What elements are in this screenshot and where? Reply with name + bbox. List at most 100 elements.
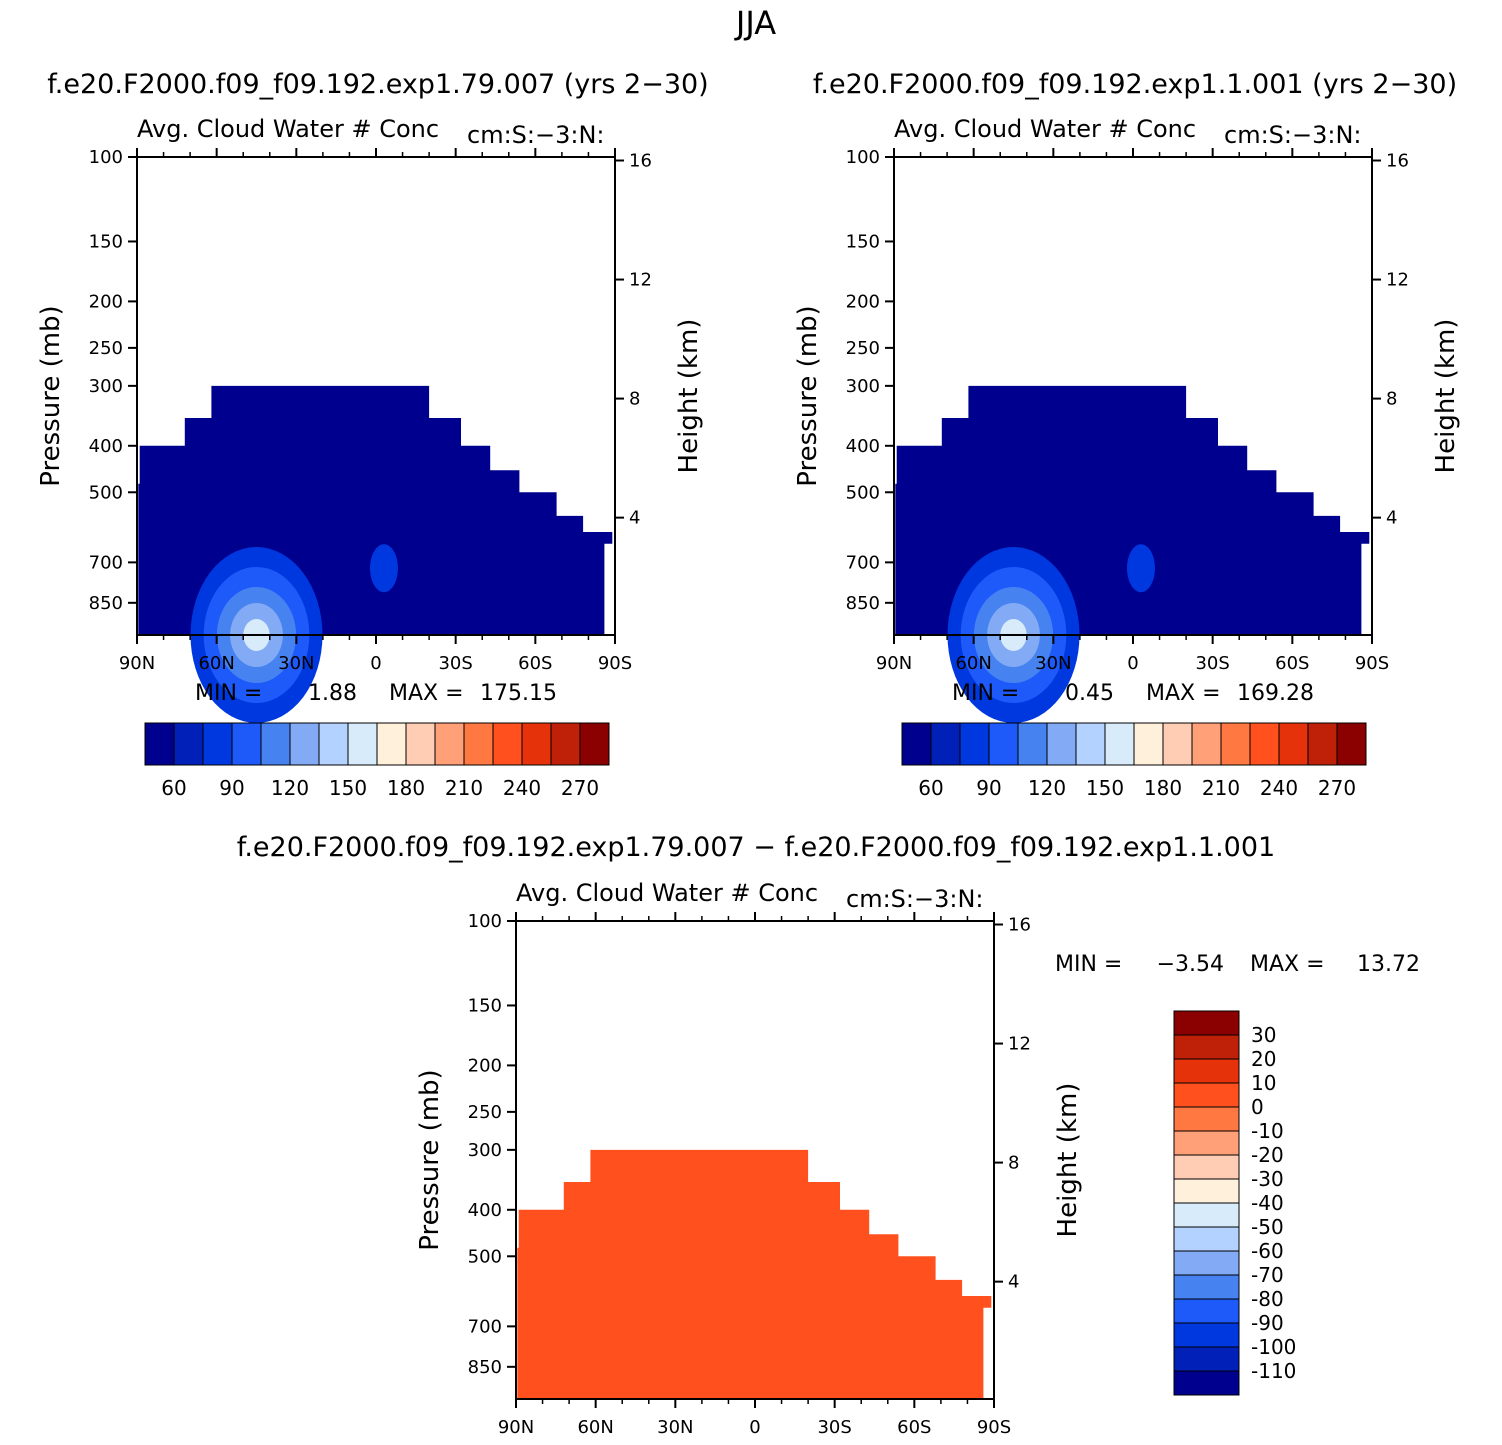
colorbar-box xyxy=(405,722,436,766)
colorbar-box xyxy=(1173,1274,1240,1300)
colorbar-box xyxy=(1173,1058,1240,1084)
max-value: 169.28 xyxy=(1237,681,1314,706)
y-tick-label: 150 xyxy=(468,995,502,1016)
x-tick-label: 0 xyxy=(749,1417,760,1438)
y-tick-label: 250 xyxy=(89,338,123,359)
x-tick-label: 60N xyxy=(577,1417,613,1438)
colorbar-label: -40 xyxy=(1251,1191,1284,1215)
y-tick-label: 500 xyxy=(468,1246,502,1267)
variable-title: Avg. Cloud Water # Conc xyxy=(894,115,1196,143)
colorbar-box xyxy=(1173,1250,1240,1276)
colorbar-box xyxy=(1220,722,1251,766)
min-value: 1.88 xyxy=(308,681,357,706)
height-tick-label: 4 xyxy=(1008,1272,1019,1293)
y-tick-label: 700 xyxy=(468,1316,502,1337)
y-tick-label: 200 xyxy=(468,1055,502,1076)
x-tick-label: 90N xyxy=(876,653,912,674)
height-tick-label: 4 xyxy=(629,508,640,529)
colorbar-box xyxy=(1162,722,1193,766)
difference-title: f.e20.F2000.f09_f09.192.exp1.79.007 − f.… xyxy=(237,832,1275,863)
min-value: −3.54 xyxy=(1157,952,1224,977)
right-axis-label: Height (km) xyxy=(674,319,704,474)
x-tick-label: 90S xyxy=(1355,653,1389,674)
max-value: 175.15 xyxy=(480,681,557,706)
colorbar-box xyxy=(1173,1322,1240,1348)
colorbar-label: 180 xyxy=(1144,776,1182,800)
colorbar-label: -60 xyxy=(1251,1239,1284,1263)
y-tick-label: 150 xyxy=(89,231,123,252)
y-tick-label: 100 xyxy=(846,147,880,168)
colorbar-box xyxy=(1173,1178,1240,1204)
colorbar-label: 0 xyxy=(1251,1095,1264,1119)
x-tick-label: 90S xyxy=(598,653,632,674)
y-tick-label: 300 xyxy=(468,1140,502,1161)
colorbar-box xyxy=(550,722,581,766)
x-tick-label: 90S xyxy=(977,1417,1011,1438)
colorbar-label: -30 xyxy=(1251,1167,1284,1191)
colorbar-box xyxy=(1173,1010,1240,1036)
min-label: MIN = xyxy=(195,681,262,706)
colorbar-box xyxy=(1278,722,1309,766)
colorbar-label: -110 xyxy=(1251,1359,1296,1383)
contour-shade-equator xyxy=(1126,544,1155,593)
height-tick-label: 16 xyxy=(1008,915,1031,936)
height-tick-label: 12 xyxy=(1386,270,1409,291)
min-label: MIN = xyxy=(1055,952,1122,977)
y-axis-label: Pressure (mb) xyxy=(793,305,823,486)
colorbar-label: -90 xyxy=(1251,1311,1284,1335)
colorbar-label: 240 xyxy=(503,776,541,800)
colorbar-box xyxy=(988,722,1019,766)
colorbar-box xyxy=(579,722,610,766)
colorbar-box xyxy=(492,722,523,766)
colorbar-label: 20 xyxy=(1251,1047,1276,1071)
colorbar-box xyxy=(1173,1082,1240,1108)
colorbar-box xyxy=(1046,722,1077,766)
colorbar-box xyxy=(1075,722,1106,766)
height-tick-label: 12 xyxy=(629,270,652,291)
colorbar-box xyxy=(1191,722,1222,766)
panel1-run-title: f.e20.F2000.f09_f09.192.exp1.79.007 (yrs… xyxy=(47,69,708,100)
colorbar-box xyxy=(260,722,291,766)
colorbar-box xyxy=(1173,1202,1240,1228)
height-tick-label: 8 xyxy=(1386,389,1397,410)
x-tick-label: 30N xyxy=(278,653,314,674)
colorbar-box xyxy=(231,722,262,766)
colorbar-box xyxy=(318,722,349,766)
x-tick-label: 60S xyxy=(897,1417,931,1438)
colorbar-box xyxy=(434,722,465,766)
y-tick-label: 300 xyxy=(89,376,123,397)
colorbar-box xyxy=(1173,1106,1240,1132)
colorbar-label: -50 xyxy=(1251,1215,1284,1239)
figure-title: JJA xyxy=(734,4,776,42)
colorbar-label: 10 xyxy=(1251,1071,1276,1095)
colorbar-box xyxy=(901,722,932,766)
colorbar-label: 240 xyxy=(1260,776,1298,800)
x-tick-label: 90N xyxy=(498,1417,534,1438)
colorbar-box xyxy=(1173,1346,1240,1372)
height-tick-label: 12 xyxy=(1008,1034,1031,1055)
x-tick-label: 30N xyxy=(1035,653,1071,674)
colorbar-box xyxy=(1133,722,1164,766)
colorbar-box xyxy=(463,722,494,766)
colorbar-label: 60 xyxy=(161,776,186,800)
y-tick-label: 850 xyxy=(468,1357,502,1378)
height-tick-label: 8 xyxy=(629,389,640,410)
colorbar-label: -10 xyxy=(1251,1119,1284,1143)
colorbar-box xyxy=(1173,1034,1240,1060)
colorbar-box xyxy=(521,722,552,766)
colorbar-label: 150 xyxy=(329,776,367,800)
y-axis-label: Pressure (mb) xyxy=(36,305,66,486)
colorbar-box xyxy=(376,722,407,766)
colorbar-label: -20 xyxy=(1251,1143,1284,1167)
colorbar-box xyxy=(1336,722,1367,766)
colorbar-label: 270 xyxy=(561,776,599,800)
colorbar-box xyxy=(144,722,175,766)
y-tick-label: 100 xyxy=(468,911,502,932)
y-tick-label: 700 xyxy=(846,552,880,573)
y-tick-label: 200 xyxy=(846,291,880,312)
y-tick-label: 100 xyxy=(89,147,123,168)
max-label: MAX = xyxy=(1146,681,1221,706)
x-tick-label: 30S xyxy=(1195,653,1229,674)
colorbar-box xyxy=(1173,1154,1240,1180)
min-label: MIN = xyxy=(952,681,1019,706)
